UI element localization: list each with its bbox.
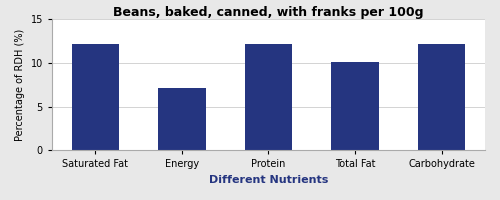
Y-axis label: Percentage of RDH (%): Percentage of RDH (%)	[15, 29, 25, 141]
Title: Beans, baked, canned, with franks per 100g: Beans, baked, canned, with franks per 10…	[113, 6, 424, 19]
Bar	[331, 62, 379, 150]
Bar	[72, 44, 119, 150]
X-axis label: Different Nutrients: Different Nutrients	[209, 175, 328, 185]
Bar	[244, 44, 292, 150]
Bar	[158, 88, 206, 150]
Bar	[418, 44, 466, 150]
